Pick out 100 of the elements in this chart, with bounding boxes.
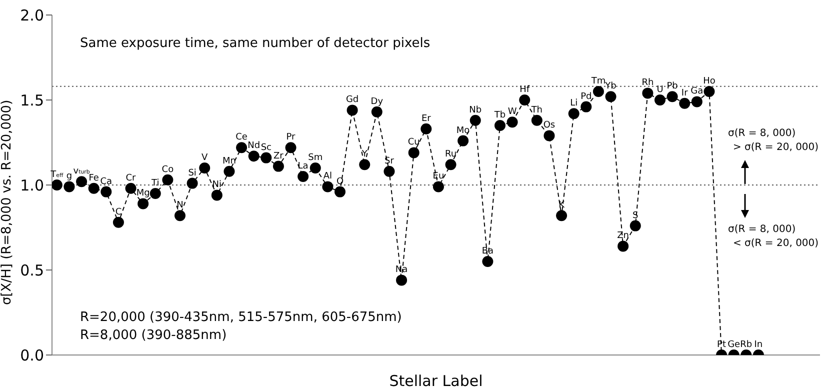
x-tick-label: W [508,107,517,118]
point [556,210,568,222]
x-tick-label: g [66,172,72,182]
annotation: Same exposure time, same number of detector pixels [80,36,430,51]
x-tick-label: Ti [150,178,160,188]
x-tick-label: Cu [408,138,420,148]
x-tick-label: Rh [642,78,654,88]
point [691,96,702,108]
x-tick-label: U [656,85,664,95]
x-tick-label: Gd [346,95,359,106]
x-tick-label: C [115,207,122,218]
point [88,182,100,194]
point [458,135,469,146]
point [211,190,222,201]
point [186,178,198,189]
annotation: R=8,000 (390-885nm) [80,328,227,343]
point [519,94,530,106]
point [76,176,88,188]
point [506,116,518,128]
point [408,147,420,158]
x-tick-label: Al [323,172,332,182]
x-tick-label: Ce [236,132,248,143]
x-tick-label: Cr [126,173,136,184]
point [630,220,641,232]
point [359,159,370,170]
point [445,159,456,170]
x-tick-label: Fe [88,173,100,184]
point [654,94,666,106]
x-tick-label: Yb [604,82,617,92]
point [100,186,112,198]
point [666,91,678,102]
point [642,88,654,99]
point [482,256,494,267]
x-tick-label: Zr [274,151,284,162]
x-tick-label: Ir [681,88,688,98]
point [236,142,248,154]
point [618,240,629,252]
x-tick-label: Mn [222,156,236,166]
x-tick-label: Ho [703,76,716,86]
y-axis-title: σ[X/H] (R=8,000 vs. R=20,000) [0,100,15,305]
point [384,166,395,177]
point [174,210,186,222]
annotation: σ(R = 8, 000) [728,128,796,139]
annotation: R=20,000 (390-435nm, 515-575nm, 605-675nm) [80,310,402,325]
x-tick-label: Pr [286,132,296,143]
y-tick-label: 2.0 [20,6,44,24]
x-tick-label: Li [570,98,578,109]
x-tick-label: Tb [493,110,506,120]
x-tick-label: Mg [136,188,150,199]
x-tick-label: Ru [444,150,457,160]
point [310,162,321,174]
y-tick-label: 0.0 [20,346,44,364]
x-tick-label: Sc [260,142,272,153]
point [396,274,408,286]
x-tick-label: In [754,340,763,350]
annotation: σ(R = 8, 000) [728,224,796,235]
y-tick-label: 1.0 [20,176,44,194]
point [285,142,296,154]
point [605,91,616,102]
x-tick-label: Sm [308,153,323,163]
x-tick-label: Ge [728,340,741,350]
point [199,162,210,174]
x-tick-label: N [176,200,184,211]
point [531,114,542,126]
point [260,152,272,164]
x-tick-label: Si [188,168,196,178]
point [420,123,432,134]
point [162,174,174,186]
point [125,182,136,194]
x-tick-label: V [202,153,209,163]
point [592,86,604,97]
point [470,114,481,126]
point [298,171,309,182]
x-axis-title: Stellar Label [389,372,483,388]
x-tick-label: Co [162,164,174,175]
x-tick-label: Pd [580,92,592,102]
x-tick-label: Os [543,120,556,131]
x-tick-label: Sr [384,156,394,166]
x-tick-label: Tm [590,76,606,86]
point [679,98,690,109]
point [494,120,506,131]
point [346,104,358,116]
x-tick-label: Rb [740,340,752,350]
x-tick-label: Dy [370,96,384,107]
x-tick-label: Nd [248,141,260,152]
point [371,106,382,118]
x-tick-label: Ni [212,180,222,190]
x-tick-label: Th [530,105,543,116]
point [150,188,161,199]
point [138,198,149,210]
x-tick-label: S [632,210,639,221]
x-tick-label: Ca [100,176,112,187]
x-tick-label: Er [421,114,432,124]
point [248,150,260,162]
x-tick-label: Pb [666,82,678,92]
x-tick-label: Mo [456,126,470,136]
y-tick-label: 0.5 [20,261,44,280]
annotation: > σ(R = 20, 000) [733,142,819,153]
point [568,108,580,120]
x-tick-label: Nb [469,105,482,116]
